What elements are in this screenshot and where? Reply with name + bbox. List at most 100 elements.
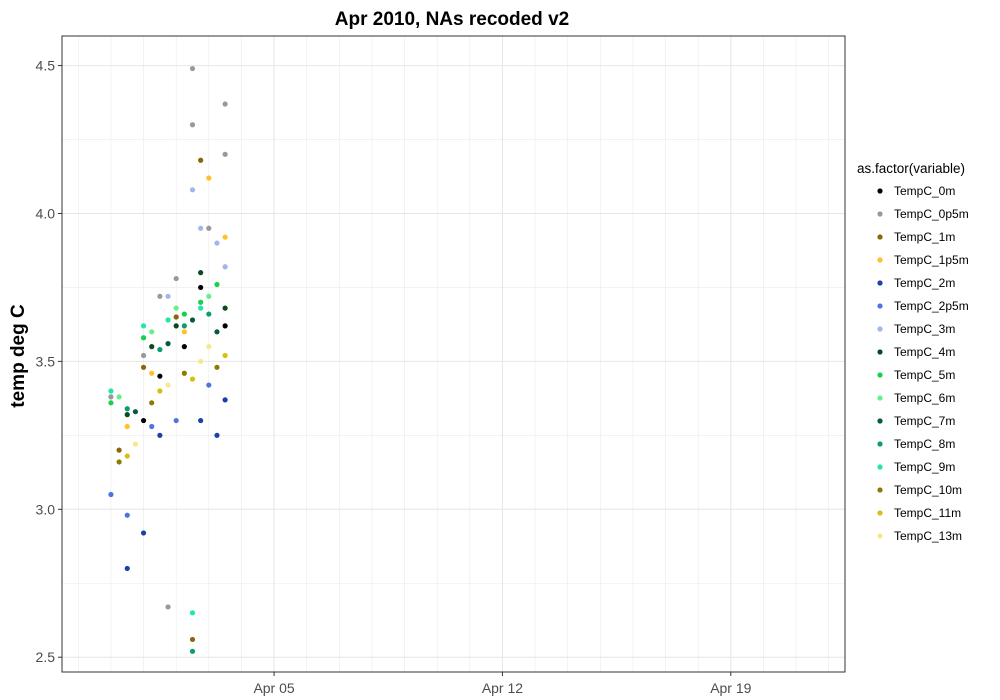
series-TempC_1p5m <box>124 175 228 430</box>
data-point <box>157 373 163 379</box>
data-point <box>124 423 130 430</box>
series-TempC_5m <box>108 281 220 406</box>
data-point <box>222 352 228 359</box>
data-point <box>206 225 212 231</box>
data-point <box>132 409 139 415</box>
series-TempC_6m <box>116 293 212 400</box>
series-TempC_0m <box>140 284 228 424</box>
data-point <box>140 323 147 329</box>
chart-title: Apr 2010, NAs recoded v2 <box>335 9 569 30</box>
data-point <box>189 122 196 128</box>
data-point <box>124 512 130 518</box>
data-point <box>181 311 187 317</box>
y-axis-label: temp deg C <box>8 304 29 408</box>
data-points <box>108 65 228 654</box>
data-point <box>124 453 130 459</box>
data-point <box>206 382 212 388</box>
data-point <box>198 299 204 305</box>
data-point <box>181 323 187 329</box>
series-TempC_8m <box>124 311 212 654</box>
data-point <box>157 388 163 394</box>
data-point <box>189 187 196 193</box>
legend-label: TempC_2p5m <box>894 299 969 313</box>
legend-key <box>877 418 883 424</box>
series-TempC_10m <box>116 364 220 465</box>
legend-key <box>877 464 883 470</box>
data-point <box>173 323 179 329</box>
data-point <box>222 151 228 157</box>
data-point <box>189 648 196 654</box>
data-point <box>116 459 122 465</box>
data-point <box>108 388 114 394</box>
legend-key <box>877 234 883 240</box>
series-TempC_2p5m <box>108 382 212 518</box>
x-tick-label: Apr 05 <box>253 680 294 696</box>
data-point <box>116 447 122 453</box>
data-point <box>140 417 147 424</box>
series-TempC_2m <box>124 397 228 572</box>
legend-key <box>877 349 883 355</box>
legend-key <box>877 303 883 309</box>
data-point <box>206 293 212 299</box>
series-TempC_0p5m <box>108 65 228 610</box>
data-point <box>222 234 228 240</box>
data-point <box>157 293 163 299</box>
legend-key <box>877 211 883 217</box>
data-point <box>108 491 114 498</box>
data-point <box>222 305 228 311</box>
data-point <box>222 264 228 270</box>
legend-key <box>877 280 883 286</box>
legend-label: TempC_9m <box>894 460 955 474</box>
series-TempC_4m <box>124 270 228 418</box>
legend-label: TempC_0p5m <box>894 207 969 221</box>
series-TempC_13m <box>132 344 212 447</box>
axes: 2.5 3.0 3.5 4.0 4.5 Apr 05 Apr 12 Apr 19 <box>36 58 752 696</box>
series-TempC_3m <box>165 187 228 299</box>
data-point <box>181 370 187 376</box>
legend-label: TempC_7m <box>894 414 955 428</box>
data-point <box>189 65 196 72</box>
series-TempC_1m <box>116 157 204 643</box>
legend-label: TempC_5m <box>894 368 955 382</box>
data-point <box>206 344 212 350</box>
data-point <box>198 270 204 276</box>
data-point <box>165 317 171 323</box>
data-point <box>157 346 163 353</box>
legend-key <box>877 188 883 194</box>
data-point <box>181 329 187 335</box>
legend-key <box>877 372 883 378</box>
data-point <box>124 406 130 412</box>
x-tick-label: Apr 12 <box>482 680 523 696</box>
data-point <box>214 281 220 288</box>
legend: as.factor(variable) TempC_0m TempC_0p5m Te… <box>857 161 969 543</box>
y-tick-label: 2.5 <box>36 649 56 665</box>
data-point <box>222 323 228 329</box>
data-point <box>132 441 139 447</box>
legend-title: as.factor(variable) <box>857 161 965 176</box>
data-point <box>149 400 155 406</box>
legend-key <box>877 257 883 263</box>
data-point <box>140 352 147 359</box>
legend-label: TempC_3m <box>894 322 955 336</box>
y-tick-label: 4.0 <box>36 205 56 221</box>
data-point <box>149 329 155 335</box>
grid-lines <box>62 36 845 672</box>
legend-label: TempC_1p5m <box>894 253 969 267</box>
data-point <box>214 329 220 335</box>
legend-key <box>877 441 883 447</box>
data-point <box>124 565 130 572</box>
data-point <box>173 305 179 311</box>
legend-label: TempC_10m <box>894 483 962 497</box>
data-point <box>108 394 114 400</box>
data-point <box>173 275 179 282</box>
data-point <box>214 432 220 438</box>
data-point <box>189 317 196 323</box>
legend-key <box>877 510 883 516</box>
data-point <box>157 432 163 438</box>
data-point <box>181 344 187 350</box>
legend-key <box>877 326 883 332</box>
data-point <box>149 344 155 350</box>
data-point <box>173 314 179 320</box>
data-point <box>198 305 204 311</box>
legend-label: TempC_6m <box>894 391 955 405</box>
